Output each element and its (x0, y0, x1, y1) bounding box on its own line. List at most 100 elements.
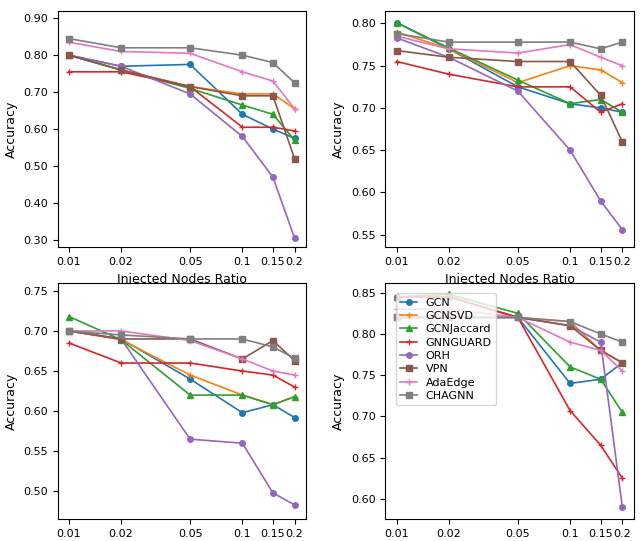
Line: GCNSVD: GCNSVD (394, 29, 625, 85)
GCNSVD (291, 393, 298, 400)
Line: ORH: ORH (66, 328, 298, 507)
Line: AdaEdge: AdaEdge (66, 328, 298, 378)
GCNSVD (117, 67, 125, 73)
GCN (445, 294, 452, 300)
Line: VPN: VPN (394, 315, 625, 366)
GCNSVD (186, 83, 194, 90)
Line: GCNJaccard: GCNJaccard (394, 292, 625, 415)
VPN (269, 337, 276, 344)
AdaEdge (186, 337, 194, 344)
GNNGUARD (618, 475, 626, 481)
GCNSVD (393, 29, 401, 35)
VPN (618, 360, 626, 366)
GCNJaccard (514, 310, 522, 316)
GCN (65, 328, 73, 334)
AdaEdge (393, 306, 401, 313)
GNNGUARD (393, 294, 401, 300)
CHAGNN (514, 314, 522, 321)
Line: GCNSVD: GCNSVD (66, 328, 298, 407)
Y-axis label: Accuracy: Accuracy (4, 372, 17, 430)
GCNJaccard (269, 111, 276, 117)
CHAGNN (269, 60, 276, 66)
GCNJaccard (393, 19, 401, 26)
Line: GNNGUARD: GNNGUARD (394, 294, 625, 481)
AdaEdge (618, 62, 626, 69)
VPN (597, 347, 605, 354)
GCN (117, 336, 125, 342)
ORH (186, 91, 194, 97)
VPN (291, 155, 298, 162)
GCNSVD (239, 91, 246, 97)
ORH (239, 440, 246, 446)
CHAGNN (514, 39, 522, 45)
VPN (566, 58, 574, 65)
CHAGNN (597, 45, 605, 52)
CHAGNN (393, 314, 401, 321)
AdaEdge (117, 48, 125, 55)
VPN (117, 67, 125, 73)
Line: GCNJaccard: GCNJaccard (66, 52, 298, 143)
GCNSVD (239, 392, 246, 398)
GCNSVD (269, 401, 276, 408)
Line: GNNGUARD: GNNGUARD (66, 340, 298, 390)
CHAGNN (291, 355, 298, 361)
Y-axis label: Accuracy: Accuracy (4, 101, 17, 158)
GCN (514, 314, 522, 321)
AdaEdge (445, 306, 452, 313)
GCNSVD (597, 67, 605, 73)
GCNJaccard (117, 337, 125, 343)
Line: GCN: GCN (66, 52, 298, 141)
GNNGUARD (117, 360, 125, 366)
Line: ORH: ORH (394, 315, 625, 510)
GCN (186, 61, 194, 68)
GNNGUARD (239, 124, 246, 130)
CHAGNN (445, 39, 452, 45)
GNNGUARD (269, 372, 276, 378)
Line: CHAGNN: CHAGNN (66, 328, 298, 361)
GCN (514, 84, 522, 90)
GCNJaccard (65, 52, 73, 58)
GCNJaccard (291, 137, 298, 143)
GNNGUARD (445, 294, 452, 300)
GCN (618, 360, 626, 366)
GNNGUARD (445, 71, 452, 77)
GNNGUARD (65, 340, 73, 346)
ORH (269, 490, 276, 496)
Line: GCNSVD: GCNSVD (394, 294, 625, 366)
GCN (566, 380, 574, 387)
GCN (445, 45, 452, 52)
AdaEdge (117, 328, 125, 334)
GCN (566, 101, 574, 107)
Line: GCN: GCN (394, 294, 625, 386)
Line: GCN: GCN (66, 328, 298, 420)
ORH (65, 52, 73, 58)
GCNSVD (291, 105, 298, 112)
Line: AdaEdge: AdaEdge (394, 34, 625, 69)
GCNJaccard (445, 291, 452, 298)
VPN (514, 58, 522, 65)
GCNSVD (269, 91, 276, 97)
GCNSVD (566, 62, 574, 69)
VPN (393, 314, 401, 321)
GCNJaccard (597, 96, 605, 103)
VPN (618, 138, 626, 145)
Line: CHAGNN: CHAGNN (394, 315, 625, 345)
GCNJaccard (117, 67, 125, 73)
CHAGNN (618, 339, 626, 345)
VPN (291, 358, 298, 364)
Line: GCNJaccard: GCNJaccard (394, 20, 625, 115)
GCNJaccard (393, 294, 401, 300)
VPN (239, 93, 246, 99)
Line: VPN: VPN (66, 328, 298, 364)
ORH (269, 174, 276, 180)
CHAGNN (291, 80, 298, 86)
GCNJaccard (618, 409, 626, 415)
GNNGUARD (393, 58, 401, 65)
Line: VPN: VPN (66, 52, 298, 161)
Line: VPN: VPN (394, 48, 625, 144)
VPN (117, 336, 125, 342)
AdaEdge (291, 372, 298, 378)
GCNSVD (445, 45, 452, 52)
AdaEdge (291, 105, 298, 112)
GNNGUARD (514, 84, 522, 90)
